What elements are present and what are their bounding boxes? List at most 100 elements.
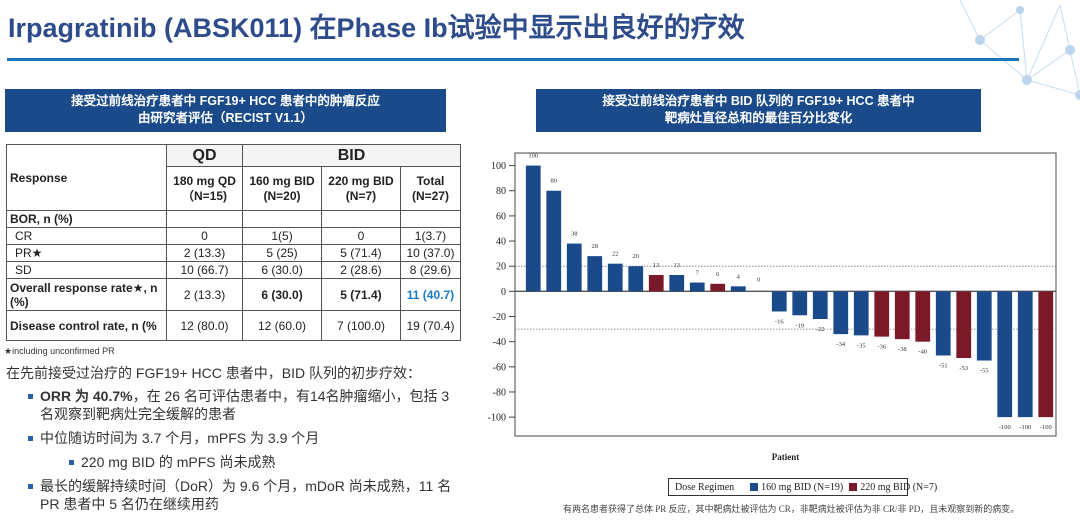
table-cell: 2 (13.3) [165, 278, 244, 311]
bar [956, 291, 972, 359]
y-tick-label: 60 [496, 211, 506, 222]
bar [1017, 291, 1033, 418]
table-cell: 2 (28.6) [320, 261, 401, 279]
y-tick-label: -40 [493, 337, 506, 348]
bar [546, 190, 562, 292]
bar [812, 291, 828, 320]
column-header-n: (N=20) [263, 188, 301, 203]
bar [669, 275, 685, 292]
orr-total-cell: 11 (40.7) [399, 278, 462, 311]
bar [833, 291, 849, 335]
bar-label: -36 [877, 344, 886, 351]
table-footnote: ★including unconfirmed PR [4, 346, 115, 356]
bar [525, 165, 541, 292]
table-cell: 10 (37.0) [399, 244, 462, 262]
table-row: PR★ 2 (13.3) 5 (25) 5 (71.4) 10 (37.0) [6, 244, 462, 262]
bar [976, 291, 992, 361]
legend-label-160: 160 mg BID (N=19) [761, 481, 844, 493]
legend-swatch-160 [750, 483, 759, 492]
y-tick-label: -100 [488, 413, 506, 424]
table-row: SD 10 (66.7) 6 (30.0) 2 (28.6) 8 (29.6) [6, 261, 462, 279]
bar [771, 291, 787, 312]
bar-label: 22 [612, 251, 619, 258]
table-cell: 0 [165, 227, 244, 245]
bar [874, 291, 890, 337]
row-label: PR★ [6, 244, 167, 262]
legend-title: Dose Regimen [675, 481, 735, 493]
table-cell: 5 (71.4) [320, 244, 401, 262]
legend-item-220: 220 mg BID (N=7) [849, 482, 937, 493]
response-header: Response [6, 144, 167, 211]
table-cell [242, 210, 322, 228]
left-panel-header: 接受过前线治疗患者中 FGF19+ HCC 患者中的肿瘤反应 由研究者评估（RE… [5, 89, 446, 132]
dcr-label: Disease control rate, n (% [6, 310, 167, 341]
table-cell: 10 (66.7) [165, 261, 244, 279]
legend-item-160: 160 mg BID (N=19) [750, 482, 843, 493]
orr-label: Overall response rate★, n (%) [6, 278, 167, 311]
left-header-line2: 由研究者评估（RECIST V1.1） [137, 111, 314, 125]
page-title: Irpagratinib (ABSK011) 在Phase Ib试验中显示出良好… [8, 13, 745, 43]
bullet-icon [28, 484, 33, 489]
summary-subbullet: 220 mg BID 的 mPFS 尚未成熟 [6, 453, 466, 471]
bar [853, 291, 869, 336]
bar [1038, 291, 1054, 418]
legend-swatch-220 [849, 483, 858, 492]
table-cell [320, 210, 401, 228]
bar [935, 291, 951, 356]
column-header: Total (N=27) [399, 166, 462, 211]
summary-bullet: 中位随访时间为 3.7 个月，mPFS 为 3.9 个月 [6, 429, 466, 447]
summary-bullet: ORR 为 40.7%，在 26 名可评估患者中，有14名肿瘤缩小，包括 3 名… [6, 387, 466, 423]
column-header-dose: Total [416, 173, 445, 188]
y-tick-label: -60 [493, 362, 506, 373]
column-header: 220 mg BID (N=7) [320, 166, 401, 211]
bar [607, 263, 623, 292]
table-row-orr: Overall response rate★, n (%) 2 (13.3) 6… [6, 278, 462, 311]
plot-frame [514, 152, 1057, 437]
table-row: BOR, n (%) [6, 210, 462, 228]
network-decoration [959, 0, 1080, 100]
bullet-text: 220 mg BID 的 mPFS 尚未成熟 [81, 454, 276, 470]
table-cell: 1(5) [242, 227, 322, 245]
bar-label: -100 [1019, 424, 1031, 431]
bullet-icon [28, 436, 33, 441]
column-header-n: (N=27) [411, 188, 449, 203]
column-header-dose: 160 mg BID [249, 173, 315, 188]
table-cell: 8 (29.6) [399, 261, 462, 279]
table-column-header-row: 180 mg QD （N=15) 160 mg BID (N=20) 220 mg … [7, 166, 462, 211]
bullet-text: 最长的缓解持续时间（DoR）为 9.6 个月，mDoR 尚未成熟，11 名PR … [40, 478, 452, 512]
column-header: 180 mg QD （N=15) [165, 166, 244, 211]
table-row-dcr: Disease control rate, n (% 12 (80.0) 12 … [6, 310, 462, 341]
bar [710, 283, 726, 292]
bar-label: -35 [857, 342, 866, 349]
summary-lead: 在先前接受过治疗的 FGF19+ HCC 患者中，BID 队列的初步疗效： [6, 365, 421, 381]
y-tick-label: 0 [501, 287, 506, 298]
bar-label: -22 [816, 326, 825, 333]
bar [915, 291, 931, 342]
bar [894, 291, 910, 340]
bar-label: -53 [959, 365, 968, 372]
bar-label: -100 [999, 424, 1011, 431]
table-cell: 6 (30.0) [242, 278, 322, 311]
bar-label: -34 [836, 341, 845, 348]
bar [997, 291, 1013, 418]
y-tick-label: 100 [491, 161, 506, 172]
table-cell: 5 (71.4) [320, 278, 401, 311]
bar-label: 100 [528, 153, 538, 160]
bullet-icon [28, 394, 33, 399]
bar-label: -100 [1040, 424, 1052, 431]
bar-label: 6 [716, 271, 720, 278]
bar-label: 13 [674, 262, 681, 269]
chart-footnote: 有两名患者获得了总体 PR 反应，其中靶病灶被评估为 CR，非靶病灶被评估为非 … [563, 504, 1020, 514]
bullet-bold: ORR 为 40.7% [40, 388, 133, 404]
bar [628, 266, 644, 292]
bar [730, 286, 746, 292]
right-panel-header: 接受过前线治疗患者中 BID 队列的 FGF19+ HCC 患者中 靶病灶直径总… [536, 89, 981, 132]
column-header-n: (N=7) [345, 188, 377, 203]
table-cell: 12 (60.0) [242, 310, 322, 341]
column-header-n: （N=15) [182, 188, 228, 203]
y-tick-label: -80 [493, 387, 506, 398]
response-table: Response QD BID 180 mg QD （N=15) 160 mg B… [6, 144, 462, 341]
bar [587, 256, 603, 292]
bar [648, 275, 664, 292]
